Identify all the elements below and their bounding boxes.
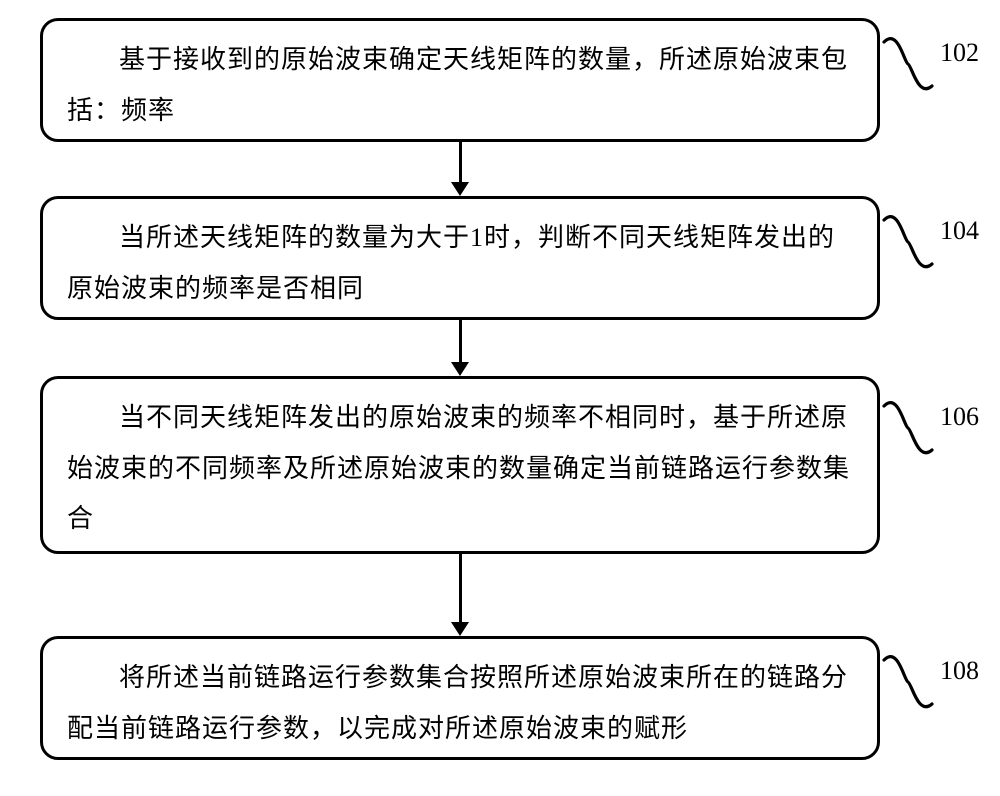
connector-wave (878, 34, 938, 99)
arrow-head-icon (451, 362, 469, 376)
flow-step-text: 当所述天线矩阵的数量为大于1时，判断不同天线矩阵发出的原始波束的频率是否相同 (67, 213, 853, 314)
flow-step-3: 当不同天线矩阵发出的原始波束的频率不相同时，基于所述原始波束的不同频率及所述原始… (40, 376, 880, 554)
arrow-line (459, 320, 462, 362)
step-number-label: 104 (940, 216, 979, 246)
connector-wave (878, 212, 938, 277)
step-number-label: 102 (940, 38, 979, 68)
flow-step-text: 将所述当前链路运行参数集合按照所述原始波束所在的链路分配当前链路运行参数，以完成… (67, 653, 853, 754)
connector-wave (878, 398, 938, 463)
step-number-label: 106 (940, 402, 979, 432)
flow-step-1: 基于接收到的原始波束确定天线矩阵的数量，所述原始波束包括：频率 (40, 18, 880, 142)
arrow-line (459, 142, 462, 182)
flow-step-4: 将所述当前链路运行参数集合按照所述原始波束所在的链路分配当前链路运行参数，以完成… (40, 636, 880, 760)
arrow-head-icon (451, 182, 469, 196)
flow-step-text: 当不同天线矩阵发出的原始波束的频率不相同时，基于所述原始波束的不同频率及所述原始… (67, 393, 853, 545)
connector-wave (878, 652, 938, 717)
arrow-line (459, 554, 462, 622)
flow-step-2: 当所述天线矩阵的数量为大于1时，判断不同天线矩阵发出的原始波束的频率是否相同 (40, 196, 880, 320)
arrow-head-icon (451, 622, 469, 636)
step-number-label: 108 (940, 656, 979, 686)
flow-step-text: 基于接收到的原始波束确定天线矩阵的数量，所述原始波束包括：频率 (67, 35, 853, 136)
